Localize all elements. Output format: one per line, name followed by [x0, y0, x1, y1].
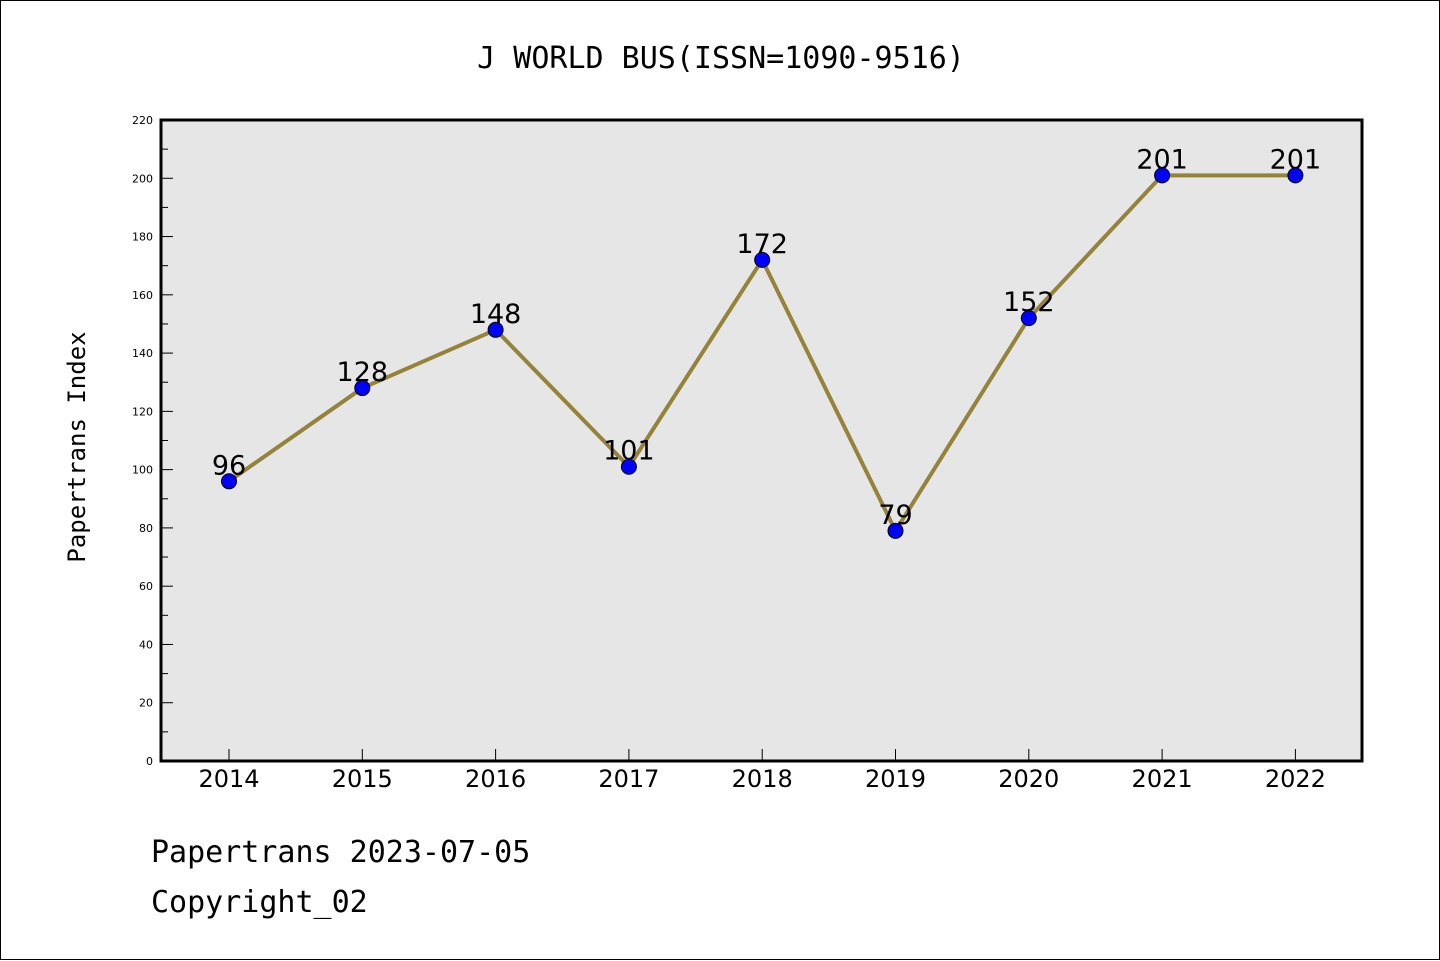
y-tick-label: 40: [139, 638, 153, 651]
footer-copyright-line: Copyright_02: [151, 885, 368, 920]
x-tick-label: 2018: [732, 765, 793, 793]
data-point: [1154, 167, 1171, 184]
x-tick-label: 2020: [998, 765, 1059, 793]
x-tick-label: 2021: [1132, 765, 1193, 793]
x-tick-label: 2022: [1265, 765, 1326, 793]
y-axis-label: Papertrans Index: [63, 331, 91, 562]
y-tick-label: 160: [132, 289, 153, 302]
data-point: [221, 473, 237, 490]
data-point: [487, 321, 504, 338]
x-tick-label: 2017: [598, 765, 659, 793]
y-tick-label: 0: [146, 755, 153, 768]
x-tick-label: 2019: [865, 765, 926, 793]
x-axis: 2014 2015 2016 2017 2018 2019 2020 2021 2022: [198, 749, 1326, 793]
plot-area: [161, 120, 1362, 761]
data-markers: [221, 167, 1304, 539]
data-point: [1287, 167, 1304, 184]
x-tick-label: 2015: [332, 765, 393, 793]
data-point: [620, 458, 637, 475]
y-tick-label: 20: [139, 697, 153, 710]
data-point: [1020, 310, 1037, 327]
y-tick-label: 220: [132, 114, 153, 127]
data-point: [354, 380, 371, 397]
x-tick-label: 2014: [198, 765, 259, 793]
y-tick-label: 120: [132, 405, 153, 418]
data-point: [754, 251, 771, 268]
footer-date-line: Papertrans 2023-07-05: [151, 835, 531, 870]
y-tick-label: 60: [139, 580, 153, 593]
chart-title: J WORLD BUS(ISSN=1090-9516): [477, 41, 965, 76]
y-tick-label: 80: [139, 522, 153, 535]
plot-frame: [159, 118, 1364, 763]
y-tick-label: 100: [132, 464, 153, 477]
y-tick-label: 180: [132, 231, 153, 244]
y-tick-label: 200: [132, 172, 153, 185]
data-point: [887, 522, 904, 539]
x-tick-label: 2016: [465, 765, 526, 793]
y-tick-label: 140: [132, 347, 153, 360]
